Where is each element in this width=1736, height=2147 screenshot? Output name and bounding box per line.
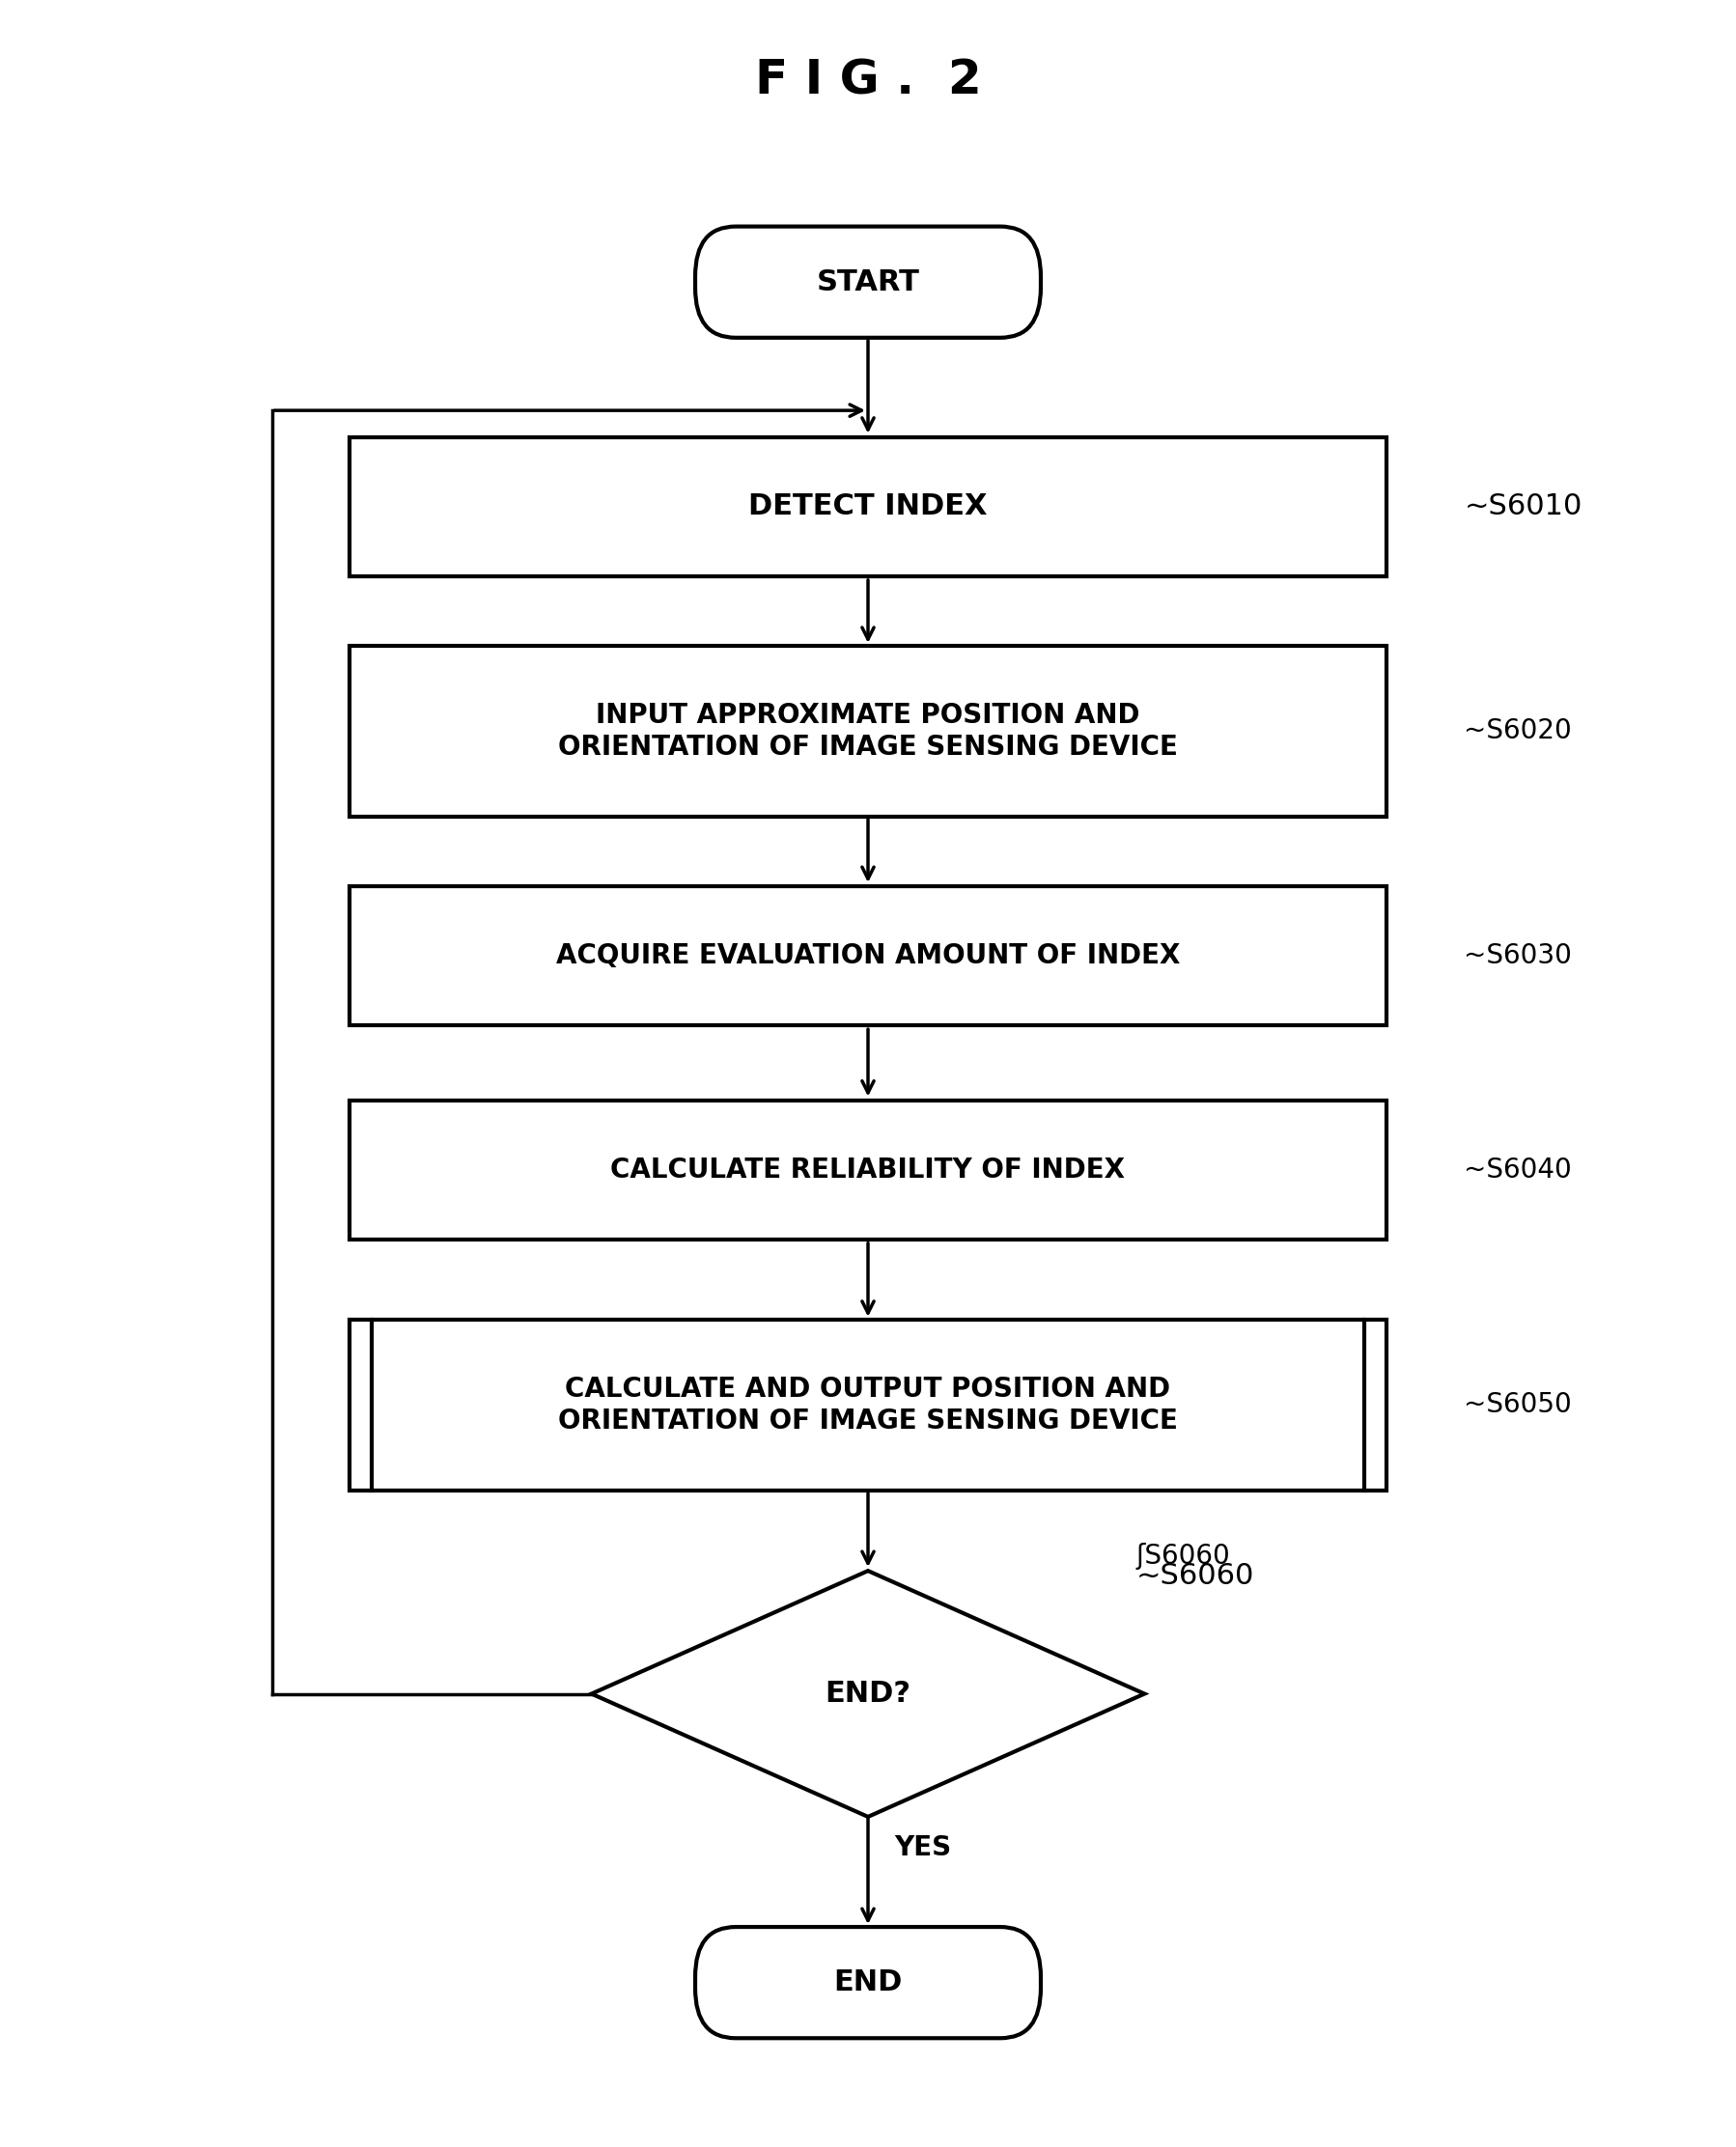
Text: CALCULATE RELIABILITY OF INDEX: CALCULATE RELIABILITY OF INDEX: [611, 1157, 1125, 1183]
FancyBboxPatch shape: [694, 225, 1042, 337]
Text: START: START: [816, 268, 920, 296]
Text: ~S6060: ~S6060: [1135, 1563, 1253, 1591]
Text: ~S6010: ~S6010: [1463, 492, 1581, 522]
Bar: [349, 438, 1387, 575]
Text: DETECT INDEX: DETECT INDEX: [748, 492, 988, 522]
Text: ~S6040: ~S6040: [1463, 1157, 1573, 1183]
Text: ~S6020: ~S6020: [1463, 717, 1573, 745]
Text: ~S6030: ~S6030: [1463, 943, 1573, 970]
Bar: [349, 887, 1387, 1026]
Text: ʃS6060: ʃS6060: [1135, 1544, 1231, 1569]
Polygon shape: [592, 1572, 1144, 1816]
FancyBboxPatch shape: [694, 1928, 1042, 2038]
Text: END: END: [833, 1969, 903, 1997]
Text: END?: END?: [825, 1679, 911, 1707]
Bar: [349, 1320, 1387, 1490]
Text: ACQUIRE EVALUATION AMOUNT OF INDEX: ACQUIRE EVALUATION AMOUNT OF INDEX: [556, 943, 1180, 970]
Bar: [349, 646, 1387, 816]
Bar: [349, 1099, 1387, 1239]
Text: YES: YES: [894, 1834, 951, 1861]
Text: F I G .  2: F I G . 2: [755, 58, 981, 103]
Text: CALCULATE AND OUTPUT POSITION AND
ORIENTATION OF IMAGE SENSING DEVICE: CALCULATE AND OUTPUT POSITION AND ORIENT…: [559, 1376, 1177, 1434]
Text: ~S6050: ~S6050: [1463, 1391, 1573, 1419]
Text: INPUT APPROXIMATE POSITION AND
ORIENTATION OF IMAGE SENSING DEVICE: INPUT APPROXIMATE POSITION AND ORIENTATI…: [559, 702, 1177, 760]
